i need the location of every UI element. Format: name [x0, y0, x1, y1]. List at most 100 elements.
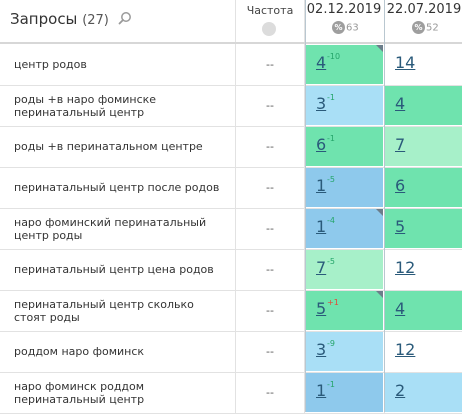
position-cell[interactable]: 5 — [385, 209, 462, 248]
date-header-1[interactable]: 02.12.2019 — [306, 2, 382, 17]
table-header: Запросы (27) Частота 02.12.2019 % 63 22.0… — [0, 0, 462, 44]
query-text: роды +в перинатальном центре — [14, 140, 203, 153]
position-cell[interactable]: 1 -5 — [306, 168, 383, 207]
percent-icon: % — [332, 21, 345, 34]
corner-flag-icon — [376, 45, 383, 52]
query-text: перинатальный центр после родов — [14, 181, 220, 194]
position-link[interactable]: 2 — [395, 381, 406, 400]
frequency-value: -- — [266, 181, 274, 194]
position-link[interactable]: 6 — [395, 176, 406, 195]
frequency-value: -- — [266, 140, 274, 153]
row-divider — [235, 208, 236, 249]
row-divider — [235, 249, 236, 290]
row-divider — [304, 85, 305, 126]
queries-title: Запросы — [10, 10, 78, 28]
row-divider — [235, 372, 236, 413]
date-visibility-1: % 63 — [332, 21, 359, 34]
corner-flag-icon — [376, 291, 383, 298]
row-divider — [235, 85, 236, 126]
position-link[interactable]: 12 — [395, 340, 416, 359]
queries-count: (27) — [82, 13, 109, 28]
position-link[interactable]: 7 — [395, 135, 406, 154]
position-link[interactable]: 1 — [316, 381, 327, 400]
table-row: перинатальный центр сколько стоят роды --… — [0, 290, 462, 332]
position-link[interactable]: 6 — [316, 135, 327, 154]
position-link[interactable]: 4 — [395, 299, 406, 318]
position-cell[interactable]: 14 — [385, 45, 462, 84]
row-divider — [304, 290, 305, 331]
row-divider — [235, 331, 236, 372]
query-text: наро фоминский перинатальный центр роды — [14, 215, 207, 242]
row-divider — [304, 208, 305, 249]
position-cell[interactable]: 4 -10 — [306, 45, 383, 84]
position-change: -5 — [327, 257, 335, 266]
row-divider — [304, 44, 305, 85]
position-link[interactable]: 1 — [316, 176, 327, 195]
frequency-header[interactable]: Частота — [246, 4, 294, 17]
position-link[interactable]: 1 — [316, 217, 327, 236]
position-link[interactable]: 5 — [395, 217, 406, 236]
corner-flag-icon — [376, 209, 383, 216]
position-cell[interactable]: 12 — [385, 250, 462, 289]
row-divider — [235, 126, 236, 167]
position-cell[interactable]: 5 +1 — [306, 291, 383, 330]
position-cell[interactable]: 4 — [385, 86, 462, 125]
row-divider — [235, 167, 236, 208]
position-cell[interactable]: 1 -4 — [306, 209, 383, 248]
table-row: наро фоминск роддом перинатальный центр -… — [0, 372, 462, 414]
query-text: перинатальный центр цена родов — [14, 263, 214, 276]
position-change: -5 — [327, 175, 335, 184]
row-divider — [304, 331, 305, 372]
table-row: роды +в перинатальном центре -- 6 -1 7 — [0, 126, 462, 168]
position-change: -4 — [327, 216, 335, 225]
header-divider — [235, 0, 236, 42]
frequency-value: -- — [266, 345, 274, 358]
frequency-value: -- — [266, 263, 274, 276]
query-text: наро фоминск роддом перинатальный центр — [14, 379, 145, 406]
query-text: центр родов — [14, 58, 87, 71]
row-divider — [304, 126, 305, 167]
position-cell[interactable]: 7 — [385, 127, 462, 166]
search-icon[interactable] — [118, 11, 132, 25]
position-link[interactable]: 3 — [316, 94, 327, 113]
position-change: -1 — [327, 380, 335, 389]
table-row: перинатальный центр цена родов -- 7 -5 12 — [0, 249, 462, 291]
date-header-2[interactable]: 22.07.2019 — [386, 2, 462, 17]
queries-header[interactable]: Запросы (27) — [10, 10, 109, 28]
position-change: +1 — [327, 298, 339, 307]
position-cell[interactable]: 3 -9 — [306, 332, 383, 371]
position-cell[interactable]: 6 — [385, 168, 462, 207]
row-divider — [304, 372, 305, 413]
table-row: наро фоминский перинатальный центр роды -… — [0, 208, 462, 250]
visibility-value: 52 — [426, 22, 439, 34]
position-cell[interactable]: 3 -1 — [306, 86, 383, 125]
position-link[interactable]: 3 — [316, 340, 327, 359]
position-link[interactable]: 14 — [395, 53, 416, 72]
position-cell[interactable]: 2 — [385, 373, 462, 412]
position-change: -1 — [327, 134, 335, 143]
position-cell[interactable]: 4 — [385, 291, 462, 330]
position-change: -1 — [327, 93, 335, 102]
query-text: роддом наро фоминск — [14, 345, 145, 358]
position-cell[interactable]: 7 -5 — [306, 250, 383, 289]
position-link[interactable]: 12 — [395, 258, 416, 277]
position-change: -10 — [327, 52, 341, 61]
frequency-value: -- — [266, 222, 274, 235]
table-row: центр родов -- 4 -10 14 — [0, 44, 462, 86]
globe-icon — [262, 22, 276, 36]
position-link[interactable]: 5 — [316, 299, 327, 318]
position-link[interactable]: 4 — [316, 53, 327, 72]
position-link[interactable]: 7 — [316, 258, 327, 277]
frequency-value: -- — [266, 58, 274, 71]
position-cell[interactable]: 12 — [385, 332, 462, 371]
row-divider — [304, 167, 305, 208]
query-text: роды +в наро фоминске перинатальный цент… — [14, 92, 157, 119]
position-link[interactable]: 4 — [395, 94, 406, 113]
table-row: перинатальный центр после родов -- 1 -5 6 — [0, 167, 462, 209]
position-change: -9 — [327, 339, 335, 348]
percent-icon: % — [412, 21, 425, 34]
query-text: перинатальный центр сколько стоят роды — [14, 297, 194, 324]
position-cell[interactable]: 1 -1 — [306, 373, 383, 412]
position-cell[interactable]: 6 -1 — [306, 127, 383, 166]
